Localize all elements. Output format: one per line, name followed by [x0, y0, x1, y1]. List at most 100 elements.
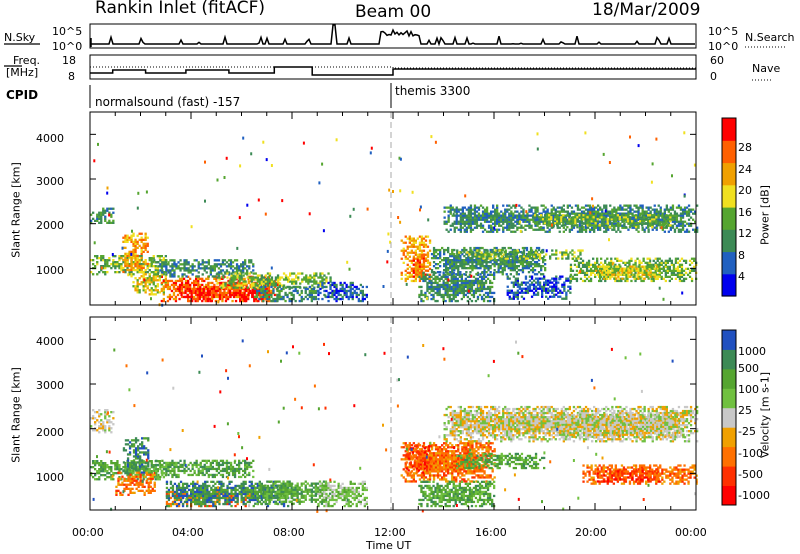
- heatmap-cell-15: [545, 295, 548, 298]
- heatmap-cell-5: [196, 299, 199, 303]
- heatmap-cell-18: [641, 210, 644, 213]
- heatmap-cell-13: [521, 246, 525, 250]
- heatmap-cell-12: [428, 279, 431, 283]
- heatmap-cell-15: [543, 289, 546, 292]
- heatmap-cell-4: [160, 287, 163, 291]
- heatmap-cell-11: [416, 269, 419, 272]
- heatmap-cell-19: [537, 222, 541, 225]
- heatmap-cell-7: [244, 282, 247, 285]
- heatmap-cell-12: [468, 287, 472, 291]
- heatmap-cell-18: [679, 222, 683, 225]
- heatmap-cell-13: [497, 269, 500, 272]
- heatmap-cell-18: [601, 210, 604, 213]
- heatmap-cell-6: [235, 265, 239, 268]
- heatmap-cell-17: [621, 269, 624, 272]
- heatmap-cell-12: [462, 279, 465, 283]
- heatmap-cell-9: [353, 285, 356, 289]
- heatmap-cell-14: [508, 251, 511, 254]
- heatmap-cell-12: [444, 289, 447, 293]
- heatmap-cell-13: [525, 261, 529, 264]
- heatmap-cell-13: [445, 265, 448, 268]
- heatmap-cell-18: [508, 224, 511, 227]
- heatmap-cell-18: [673, 230, 677, 233]
- heatmap-cell-9: [347, 297, 350, 301]
- heatmap-cell-14: [573, 251, 576, 254]
- heatmap-cell-9: [327, 299, 330, 303]
- heatmap-cell-13: [441, 259, 444, 262]
- heatmap-cell-9: [343, 293, 346, 297]
- heatmap-cell-1: [112, 263, 115, 266]
- heatmap-cell-15: [514, 279, 517, 282]
- heatmap-cell-8: [308, 289, 311, 293]
- heatmap-cell-8: [304, 289, 307, 293]
- heatmap-cell-14: [504, 255, 507, 258]
- heatmap-cell-18: [681, 220, 685, 223]
- heatmap-cell-13: [527, 261, 531, 264]
- heatmap-cell-8: [298, 285, 301, 289]
- station-title: Rankin Inlet (fitACF): [95, 0, 266, 18]
- heatmap-cell-6: [223, 263, 227, 266]
- heatmap-cell-3: [162, 291, 165, 294]
- heatmap-cell-7: [232, 278, 235, 281]
- heatmap-cell-13: [503, 261, 506, 264]
- heatmap-cell-18: [554, 208, 557, 211]
- heatmap-cell-18: [635, 206, 638, 209]
- heatmap-cell-13: [497, 253, 500, 256]
- heatmap-cell-16: [656, 263, 659, 266]
- heatmap-cell-1: [100, 269, 103, 272]
- heatmap-cell-3: [164, 281, 167, 284]
- heatmap-cell-8: [306, 297, 309, 301]
- heatmap-cell-12: [489, 273, 492, 276]
- heatmap-cell-2: [134, 262, 137, 266]
- heatmap-cell-18: [496, 218, 499, 221]
- heatmap-cell-19: [533, 214, 537, 217]
- heatmap-cell-16: [676, 257, 680, 260]
- heatmap-cell-10: [404, 235, 407, 238]
- heatmap-cell-5: [198, 293, 201, 297]
- heatmap-cell-4: [182, 295, 186, 299]
- heatmap-cell-6: [252, 263, 255, 266]
- heatmap-cell-13: [459, 265, 462, 268]
- heatmap-cell-9: [361, 293, 364, 297]
- heatmap-cell-18: [665, 206, 668, 209]
- heatmap-cell-7: [232, 276, 235, 279]
- heatmap-cell-6: [238, 265, 241, 268]
- heatmap-cell-2: [132, 268, 135, 272]
- heatmap-cell-18: [601, 224, 604, 227]
- heatmap-cell-10: [402, 249, 405, 252]
- heatmap-cell-12: [446, 295, 449, 299]
- heatmap-cell-12: [448, 279, 451, 283]
- heatmap-cell-15: [561, 275, 564, 278]
- heatmap-cell-16: [650, 265, 653, 268]
- heatmap-cell-15: [538, 281, 542, 284]
- heatmap-cell-0: [104, 211, 107, 214]
- heatmap-cell-12: [493, 273, 496, 276]
- heatmap-cell-18: [473, 206, 477, 209]
- heatmap-cell-13: [519, 263, 523, 266]
- heatmap-cell-18: [522, 226, 525, 229]
- heatmap-cell-18: [485, 230, 489, 233]
- heatmap-cell-13: [471, 261, 474, 264]
- heatmap-cell-10: [420, 267, 424, 270]
- heatmap-cell-3: [144, 291, 147, 294]
- heatmap-cell-13: [501, 273, 504, 276]
- heatmap-cell-4: [199, 285, 202, 289]
- heatmap-cell-0: [110, 221, 113, 224]
- heatmap-cell-18: [447, 220, 450, 223]
- heatmap-cell-12: [436, 291, 439, 295]
- heatmap-cell-19: [584, 220, 587, 223]
- heatmap-cell-18: [506, 216, 509, 219]
- heatmap-cell-18: [453, 214, 456, 217]
- heatmap-cell-8: [278, 293, 281, 297]
- heatmap-cell-18: [536, 224, 539, 227]
- heatmap-cell-4: [197, 279, 200, 283]
- heatmap-cell-3: [158, 277, 161, 280]
- heatmap-cell-2: [130, 266, 133, 270]
- heatmap-cell-15: [567, 279, 570, 282]
- heatmap-cell-15: [565, 279, 568, 282]
- heatmap-cell-10: [424, 243, 428, 246]
- heatmap-cell-1: [122, 269, 125, 272]
- heatmap-cell-18: [524, 224, 527, 227]
- heatmap-cell-14: [516, 251, 519, 254]
- heatmap-cell-12: [434, 281, 437, 285]
